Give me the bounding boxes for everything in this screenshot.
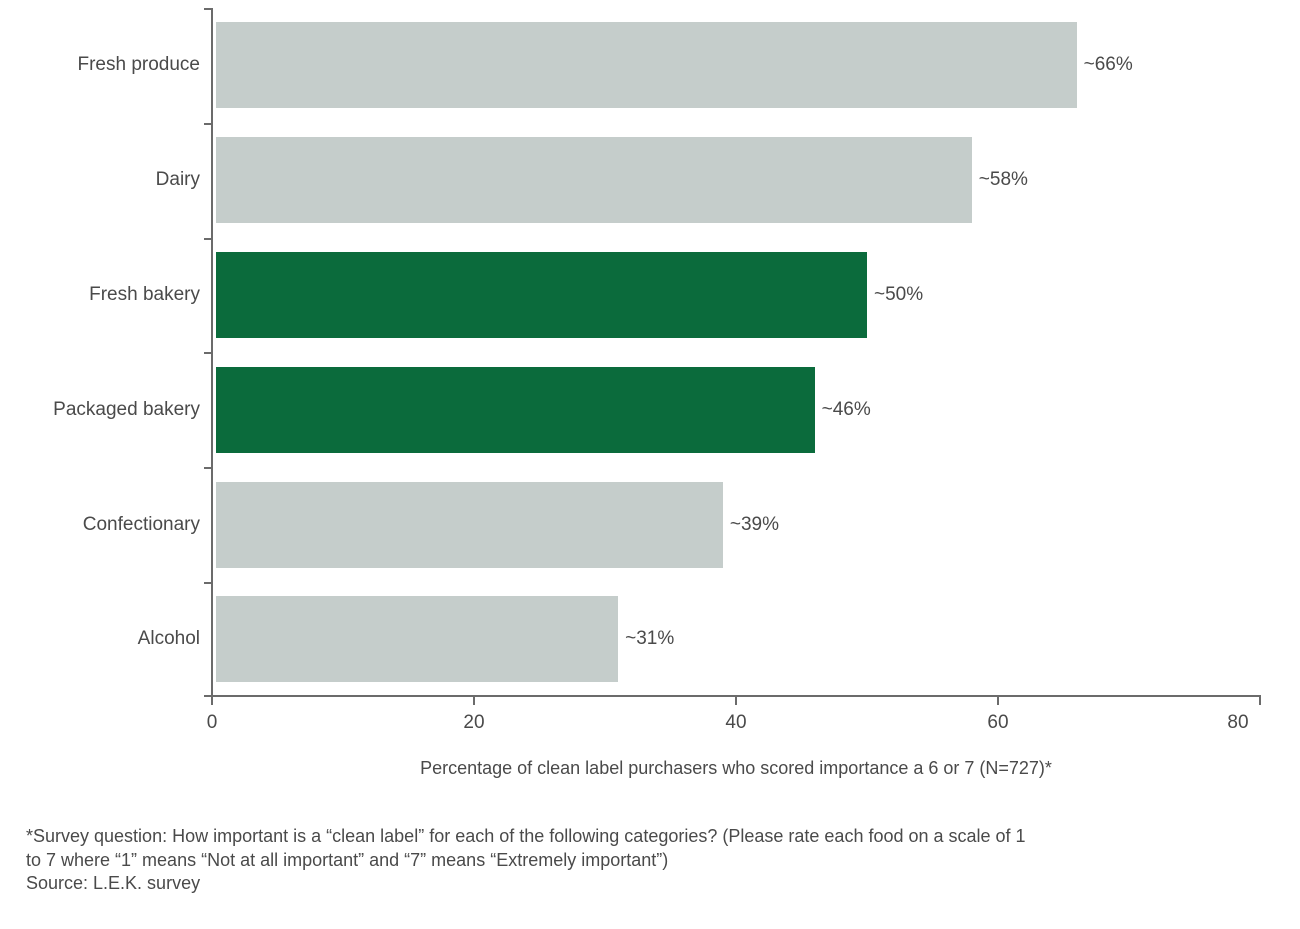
y-tick (204, 352, 212, 355)
x-axis-title: Percentage of clean label purchasers who… (420, 758, 1052, 778)
y-tick (204, 122, 212, 125)
x-tick (735, 695, 737, 705)
x-tick (473, 695, 475, 705)
value-label: ~39% (729, 513, 780, 535)
x-tick-label: 60 (987, 712, 1009, 733)
bar-packaged-bakery (216, 366, 815, 453)
x-tick-label: 0 (206, 712, 218, 733)
y-tick (204, 467, 212, 470)
footnote-survey-question: *Survey question: How important is a “cl… (26, 826, 1026, 846)
bar-fresh-produce (216, 22, 1077, 109)
bar-chart: Fresh produce ~66% Dairy ~58% Fresh bakery ~5… (53, 8, 1261, 778)
category-label: Fresh bakery (89, 284, 200, 305)
category-label: Packaged bakery (53, 398, 200, 420)
footnote-survey-scale: to 7 where “1” means “Not at all importa… (26, 849, 669, 870)
category-label: Alcohol (137, 628, 200, 650)
category-label: Dairy (155, 169, 200, 191)
category-label: Fresh produce (77, 54, 200, 76)
bar-dairy (216, 137, 972, 224)
bar-fresh-bakery (216, 252, 867, 338)
category-label: Confectionary (82, 513, 200, 535)
x-tick-label: 20 (463, 712, 485, 733)
x-tick-label: 40 (725, 712, 747, 733)
value-label: ~66% (1083, 54, 1133, 76)
y-axis (211, 8, 213, 697)
footnote-source: Source: L.E.K. survey (26, 873, 201, 893)
x-tick (211, 695, 213, 705)
footnote: *Survey question: How important is a “cl… (26, 825, 1286, 896)
y-tick (204, 237, 212, 240)
value-label: ~31% (625, 628, 675, 650)
bar-confectionary (216, 481, 723, 568)
y-tick (204, 582, 212, 584)
x-tick (997, 695, 999, 705)
value-label: ~46% (821, 398, 871, 420)
x-axis (204, 695, 1261, 697)
bar-alcohol (216, 596, 619, 683)
value-label: ~58% (978, 169, 1028, 191)
x-tick-label: 80 (1227, 712, 1249, 733)
value-label: ~50% (874, 284, 924, 305)
y-tick (204, 8, 212, 10)
x-tick (1259, 695, 1261, 705)
